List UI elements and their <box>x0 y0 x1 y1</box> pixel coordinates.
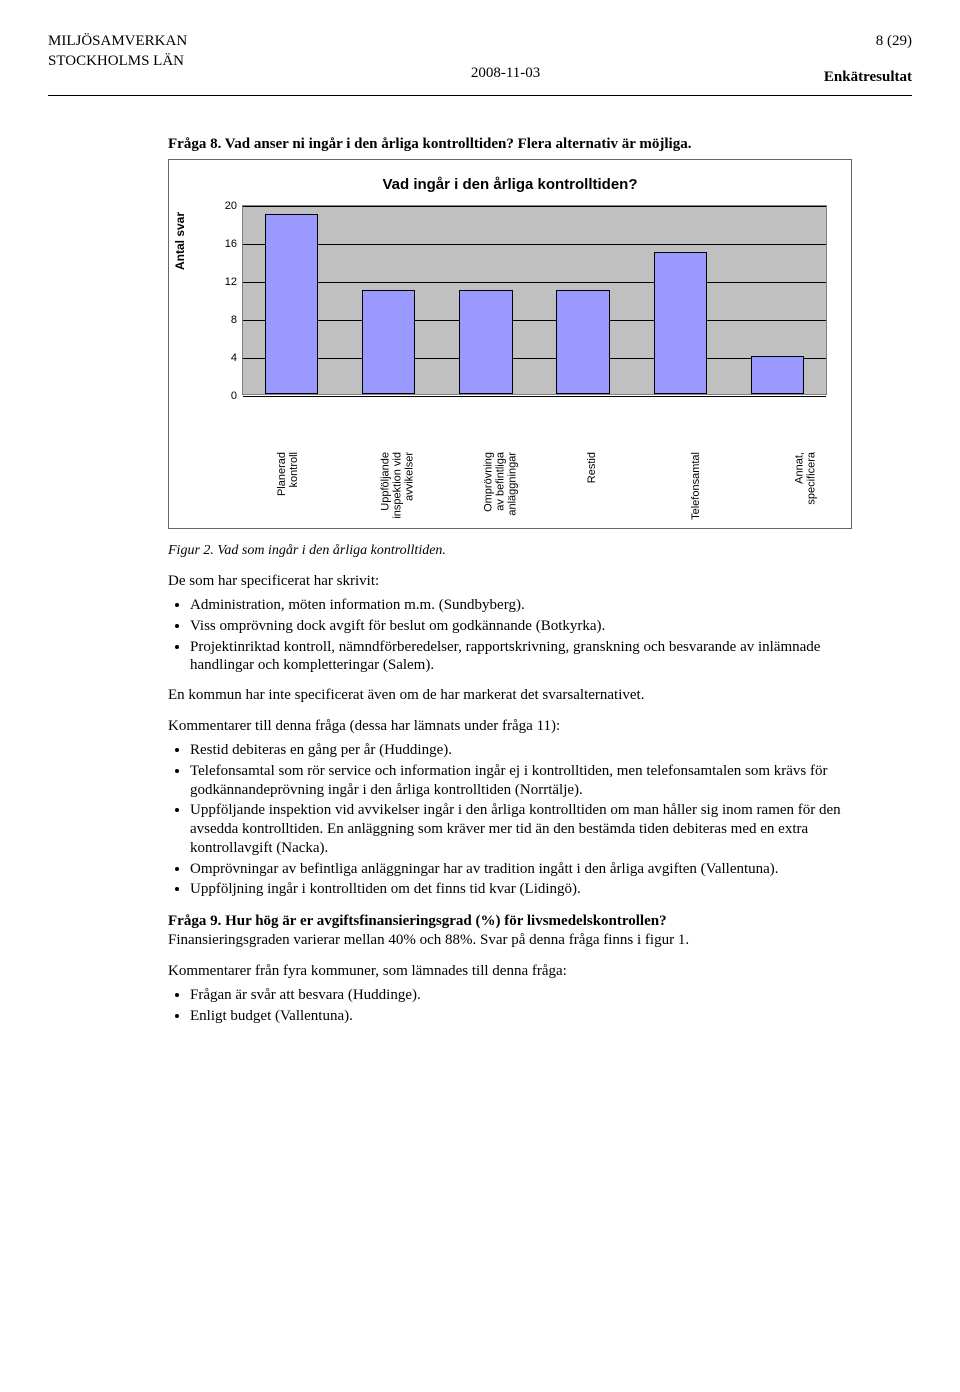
chart-ytick-label: 8 <box>213 314 237 326</box>
figure-caption: Figur 2. Vad som ingår i den årliga kont… <box>168 543 852 559</box>
chart-bar <box>265 214 318 395</box>
comments-bullets: Restid debiteras en gång per år (Hudding… <box>190 741 852 899</box>
chart-xlabel-line: Restid <box>586 452 598 483</box>
header-doc-type: Enkätresultat <box>824 68 912 88</box>
chart-bar <box>654 252 707 395</box>
header-right: 8 (29) Enkätresultat <box>824 32 912 87</box>
chart-gridline <box>243 206 826 207</box>
list-item: Telefonsamtal som rör service och inform… <box>190 762 852 800</box>
q9-comments-bullets: Frågan är svår att besvara (Huddinge). En… <box>190 986 852 1026</box>
chart-gridline <box>243 396 826 397</box>
list-item: Omprövningar av befintliga anläggningar … <box>190 860 852 879</box>
header-center: 2008-11-03 <box>187 32 824 84</box>
list-item: Administration, möten information m.m. (… <box>190 596 852 615</box>
content: Fråga 8. Vad anser ni ingår i den årliga… <box>48 136 912 1026</box>
chart-title: Vad ingår i den årliga kontrolltiden? <box>187 176 833 193</box>
chart-xlabel-line: Uppföljande <box>379 452 391 519</box>
chart-bar <box>362 290 415 395</box>
chart-xlabel-line: av befintliga <box>495 452 507 516</box>
chart-xlabel-line: specificera <box>805 452 817 505</box>
page-header: MILJÖSAMVERKAN STOCKHOLMS LÄN 2008-11-03… <box>48 32 912 87</box>
chart-plot-area: 048121620 <box>242 205 827 395</box>
chart-xlabels: Planeradkontroll Uppföljandeinspektion vi… <box>224 452 845 524</box>
chart-gridline <box>243 358 826 359</box>
question9-heading: Fråga 9. Hur hög är er avgiftsfinansieri… <box>168 913 852 930</box>
header-page-ref: 8 (29) <box>824 32 912 52</box>
chart-ytick-label: 12 <box>213 276 237 288</box>
chart-xlabel: Restid <box>586 452 598 483</box>
chart-xlabel-line: anläggningar <box>507 452 519 516</box>
list-item: Uppföljning ingår i kontrolltiden om det… <box>190 880 852 899</box>
header-date: 2008-11-03 <box>187 64 824 84</box>
chart-xlabel-line: kontroll <box>288 452 300 496</box>
chart-xlabel: Omprövningav befintligaanläggningar <box>483 452 519 516</box>
chart-xlabel-line: inspektion vid <box>391 452 403 519</box>
list-item: Enligt budget (Vallentuna). <box>190 1007 852 1026</box>
chart-xlabel-line: Omprövning <box>483 452 495 516</box>
chart-bar <box>556 290 609 395</box>
list-item: Restid debiteras en gång per år (Hudding… <box>190 741 852 760</box>
list-item: Projektinriktad kontroll, nämndförberede… <box>190 638 852 676</box>
chart-gridline <box>243 282 826 283</box>
chart-bar <box>751 356 804 394</box>
chart-xlabel-line: Annat, <box>793 452 805 505</box>
chart-xlabel: Uppföljandeinspektion vidavvikelser <box>379 452 415 519</box>
header-rule <box>48 95 912 96</box>
spec-bullets: Administration, möten information m.m. (… <box>190 596 852 675</box>
chart-ytick-label: 4 <box>213 352 237 364</box>
chart-xlabel: Planeradkontroll <box>276 452 300 496</box>
header-org-line1: MILJÖSAMVERKAN <box>48 32 187 52</box>
chart-bar <box>459 290 512 395</box>
header-org: MILJÖSAMVERKAN STOCKHOLMS LÄN <box>48 32 187 71</box>
spec-intro: De som har specificerat har skrivit: <box>168 573 852 590</box>
chart-xlabel-line: avvikelser <box>403 452 415 519</box>
chart-xlabel-line: Telefonsamtal <box>690 452 702 520</box>
chart-plot-bg: 048121620 <box>242 205 827 395</box>
list-item: Viss omprövning dock avgift för beslut o… <box>190 617 852 636</box>
question9-body: Finansieringsgraden varierar mellan 40% … <box>168 932 852 949</box>
chart-frame: Vad ingår i den årliga kontrolltiden? An… <box>168 159 852 529</box>
comments-intro: Kommentarer till denna fråga (dessa har … <box>168 718 852 735</box>
question8-heading: Fråga 8. Vad anser ni ingår i den årliga… <box>168 136 852 153</box>
list-item: Uppföljande inspektion vid avvikelser in… <box>190 801 852 857</box>
para-after-spec: En kommun har inte specificerat även om … <box>168 687 852 704</box>
chart-ytick-label: 0 <box>213 390 237 402</box>
chart-yaxis-label: Antal svar <box>173 212 187 270</box>
chart-ytick-label: 16 <box>213 238 237 250</box>
chart-xlabel-line: Planerad <box>276 452 288 496</box>
chart-xlabel: Telefonsamtal <box>690 452 702 520</box>
list-item: Frågan är svår att besvara (Huddinge). <box>190 986 852 1005</box>
chart-ytick-label: 20 <box>213 200 237 212</box>
chart-gridline <box>243 244 826 245</box>
q9-comments-intro: Kommentarer från fyra kommuner, som lämn… <box>168 963 852 980</box>
chart-gridline <box>243 320 826 321</box>
chart-xlabel: Annat,specificera <box>793 452 817 505</box>
header-org-line2: STOCKHOLMS LÄN <box>48 52 187 72</box>
